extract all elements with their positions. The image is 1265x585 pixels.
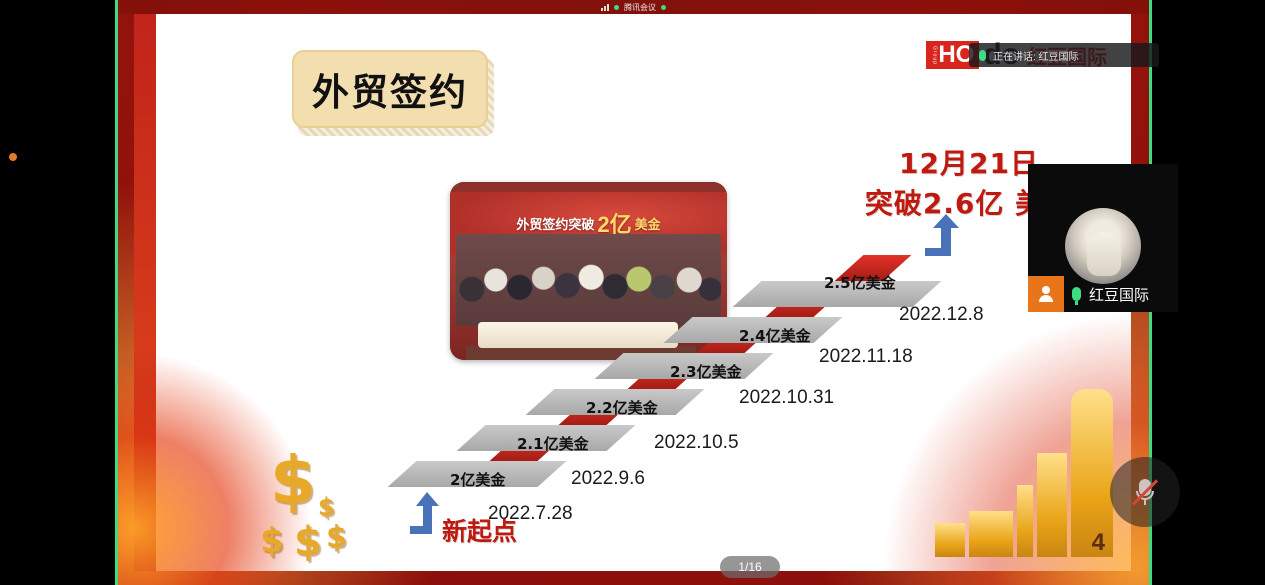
chart-category-label: 2022.10.31 [739,387,835,408]
person-avatar-icon [1028,276,1064,312]
up-arrow-icon [925,214,959,256]
participant-name: 红豆国际 [1089,286,1150,304]
chart-value-label: 2.4亿美金 [739,327,811,345]
page-title: 外贸签约 [312,71,468,114]
status-dot-indicator [9,153,17,161]
app-name: 腾讯会议 [624,2,656,12]
shared-screen-area: 外贸签约 HOdo 红豆国际 外贸签约突破 2亿 美金 [115,0,1152,585]
chart-value-label: 2.2亿美金 [586,399,658,417]
slide-canvas: 外贸签约 HOdo 红豆国际 外贸签约突破 2亿 美金 [118,14,1149,585]
chart-category-label: 2022.7.28 [488,503,573,524]
chart-value-label: 2亿美金 [450,471,506,489]
photo-banner-suffix: 美金 [634,216,661,232]
app-top-status-bar: 腾讯会议 [118,0,1149,14]
slide-title-badge: 外贸签约 [292,50,488,128]
participant-video-tile[interactable]: 红豆国际 [1028,164,1178,312]
mic-mute-button[interactable] [1110,457,1180,527]
photo-cake [478,322,678,348]
signal-bars-icon [601,3,609,11]
chart-value-label: 2.1亿美金 [517,435,589,453]
chart-value-label: 2.5亿美金 [824,274,896,292]
speaking-banner: 正在讲话: 红豆国际 [969,43,1159,67]
chart-category-label: 2022.11.18 [819,346,913,367]
page-indicator[interactable]: 1/16 [720,556,780,578]
celebration-photo: HOdo 红豆国际 外贸签约突破 2亿 美金 [450,182,727,360]
microphone-icon [1072,287,1081,305]
slide-number: 4 [1091,529,1105,556]
recording-dot-icon [614,4,619,10]
cat-paw-photo [1087,232,1121,276]
chart-value-label: 2.3亿美金 [670,363,742,381]
participant-footer: 红豆国际 [1028,276,1178,312]
slide-glow-left [118,341,324,585]
microphone-icon [979,49,986,61]
start-point-label: 新起点 [442,517,518,546]
logo-mark-text: HO [938,41,975,68]
callout-line-1: 12月21日 [899,147,1039,180]
photo-banner-prefix: 外贸签约突破 [516,216,595,232]
speaker-icon [661,4,666,10]
speaking-label: 正在讲话: 红豆国际 [993,51,1079,63]
up-arrow-icon [410,492,439,534]
logo-group-text: Group [931,45,938,65]
chart-category-label: 2022.12.8 [899,304,984,325]
chart-category-label: 2022.10.5 [654,432,739,453]
gold-dollar-signs: $ $ $ $ $ [260,442,347,565]
chart-category-label: 2022.9.6 [571,468,645,489]
photo-crowd [456,234,721,326]
gold-city-skyline [927,382,1117,557]
photo-banner-amount: 2亿 [597,212,632,237]
slide-background: 外贸签约 HOdo 红豆国际 外贸签约突破 2亿 美金 [118,0,1149,585]
staircase-chart: 2亿美金 2022.7.28 2.1亿美金 2022.9.6 2.2亿美金 20… [134,14,1131,571]
avatar [1065,208,1141,284]
